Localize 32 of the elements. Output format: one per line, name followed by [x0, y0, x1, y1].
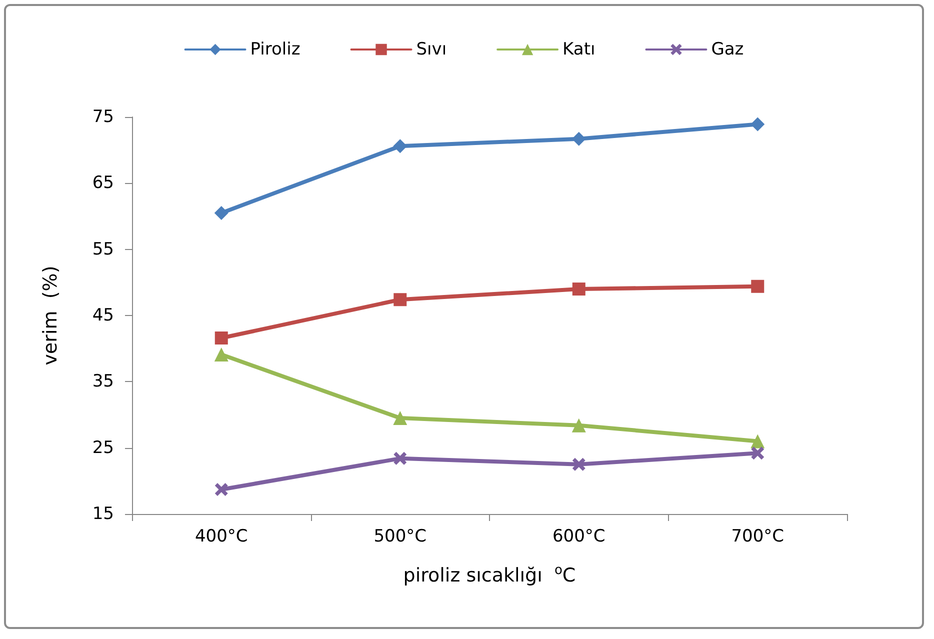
point — [572, 418, 586, 432]
point — [751, 280, 764, 293]
point — [214, 206, 228, 220]
legend-label: Sıvı — [416, 40, 447, 60]
x-tick-label: 600°C — [552, 526, 606, 546]
y-tick-label: 25 — [92, 438, 114, 458]
point — [751, 446, 764, 460]
y-axis-title: verim (%) — [40, 266, 62, 366]
point — [393, 139, 408, 154]
y-tick-label: 55 — [92, 239, 114, 260]
y-tick-label: 35 — [92, 372, 114, 392]
point — [214, 348, 228, 362]
legend-label: Katı — [562, 40, 596, 60]
y-tick-label: 75 — [92, 107, 114, 127]
point — [750, 117, 765, 132]
legend-label: Piroliz — [250, 40, 300, 60]
y-tick-label: 15 — [92, 504, 114, 524]
point — [394, 452, 407, 465]
point — [214, 483, 228, 496]
x-tick-label: 400°C — [194, 526, 248, 546]
point — [393, 411, 408, 426]
y-tick-label: 65 — [92, 173, 114, 194]
x-tick-label: 700°C — [731, 526, 784, 546]
point — [572, 458, 586, 471]
point — [750, 434, 765, 448]
legend-label: Gaz — [711, 40, 744, 60]
point — [394, 293, 407, 306]
point — [214, 331, 228, 344]
point — [572, 132, 586, 146]
y-tick-label: 45 — [92, 306, 114, 326]
x-tick-label: 500°C — [374, 526, 427, 546]
point — [572, 282, 586, 296]
